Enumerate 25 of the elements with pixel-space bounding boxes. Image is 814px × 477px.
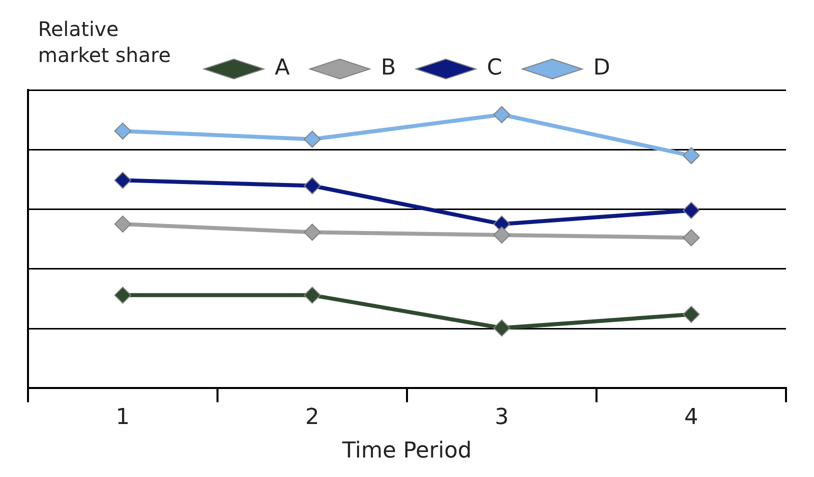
x-tick-label: 4 (684, 405, 698, 430)
point (493, 320, 510, 337)
x-tick-label: 2 (305, 405, 320, 430)
point (304, 286, 321, 304)
point (304, 130, 321, 148)
x-tick-label: 1 (116, 405, 130, 430)
legend-label: D (593, 56, 610, 81)
point (682, 306, 700, 323)
point (682, 147, 700, 164)
point (493, 106, 510, 124)
point (114, 216, 132, 233)
y-axis-title: Relative market share (38, 16, 172, 68)
point (304, 177, 321, 194)
point (682, 229, 700, 246)
legend-label: B (380, 56, 396, 81)
point (114, 286, 132, 304)
legend-label: A (274, 56, 290, 81)
point (682, 202, 700, 219)
point (493, 226, 510, 244)
point (304, 224, 321, 241)
point (114, 172, 132, 189)
point (114, 122, 132, 140)
x-tick-label: 3 (494, 405, 509, 430)
legend-label: C (486, 56, 502, 81)
x-axis-title: Time Period (341, 438, 472, 464)
